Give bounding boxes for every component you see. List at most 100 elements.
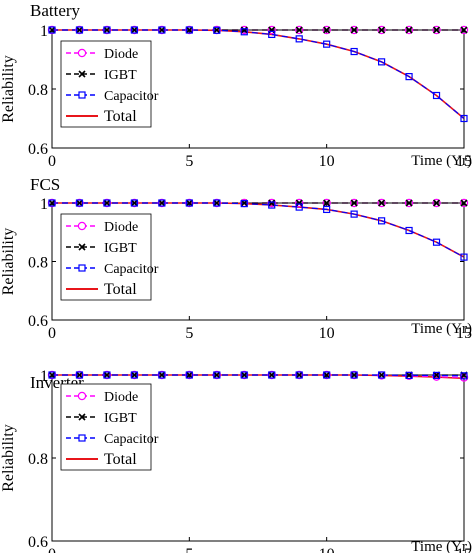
point-diode <box>459 198 469 208</box>
point-igbt <box>130 371 138 379</box>
point-diode <box>432 372 441 381</box>
point-capacitor <box>378 58 386 66</box>
point-igbt <box>240 26 248 34</box>
point-igbt <box>103 371 111 379</box>
point-igbt <box>350 26 358 34</box>
x-axis-label: Time (Yr) <box>411 321 472 337</box>
legend-marker-diode <box>77 48 87 58</box>
x-tick-label: 10 <box>319 153 335 170</box>
panel-fcs: FCS 0 5 10 15 0.6 0.8 1 Time (Yr) Reliability Diod… <box>0 175 472 342</box>
point-igbt <box>158 26 166 34</box>
point-capacitor <box>268 201 276 209</box>
legend-marker-igbt <box>78 243 86 251</box>
point-igbt <box>48 26 56 34</box>
x-tick-label: 15 <box>456 546 472 553</box>
point-igbt <box>268 371 276 379</box>
point-capacitor <box>185 26 193 34</box>
point-diode <box>322 370 331 380</box>
point-igbt <box>158 371 166 379</box>
legend-label-diode: Diode <box>104 390 138 405</box>
point-capacitor <box>213 26 221 34</box>
legend-label-capacitor: Capacitor <box>104 262 159 277</box>
point-igbt <box>213 199 221 207</box>
point-igbt <box>213 371 221 379</box>
legend-marker-capacitor <box>78 264 86 272</box>
x-tick-label: 0 <box>48 153 56 170</box>
point-diode <box>295 198 304 208</box>
legend-label-igbt: IGBT <box>104 411 137 426</box>
x-tick-label: 10 <box>319 325 335 342</box>
x-axis-label: Time (Yr) <box>411 153 472 169</box>
point-capacitor <box>350 371 358 379</box>
point-capacitor <box>240 371 248 379</box>
point-capacitor <box>103 199 111 207</box>
x-tick-label: 5 <box>185 546 193 553</box>
chart-title: Battery <box>30 1 81 20</box>
point-igbt <box>323 26 331 34</box>
point-igbt <box>75 199 84 207</box>
point-capacitor <box>268 30 276 39</box>
point-capacitor <box>432 91 441 100</box>
legend-box <box>60 383 152 471</box>
point-diode <box>432 25 441 35</box>
point-diode <box>295 25 304 35</box>
point-capacitor <box>75 371 84 379</box>
point-igbt <box>48 371 56 379</box>
point-capacitor <box>213 371 221 379</box>
point-capacitor <box>350 210 358 218</box>
point-igbt <box>158 199 166 207</box>
point-igbt <box>350 371 358 379</box>
legend-marker-capacitor <box>78 434 86 442</box>
point-diode <box>267 198 276 208</box>
point-diode <box>459 25 469 35</box>
point-capacitor <box>158 199 166 207</box>
point-capacitor <box>185 371 193 379</box>
x-tick-label: 15 <box>456 325 472 342</box>
point-igbt <box>323 199 331 207</box>
y-tick-label: 1 <box>40 368 48 385</box>
point-capacitor <box>295 35 303 43</box>
y-tick-label: 0.8 <box>28 451 48 468</box>
point-capacitor <box>460 114 468 123</box>
point-capacitor <box>48 199 56 207</box>
legend-marker-igbt <box>78 413 86 421</box>
point-igbt <box>460 199 468 207</box>
panel-battery: Battery 0 5 10 15 0.6 0.8 1 Time (Yr) Reliability… <box>0 1 472 170</box>
point-igbt <box>405 199 413 207</box>
point-capacitor <box>158 371 166 379</box>
point-igbt <box>103 199 111 207</box>
point-igbt <box>405 26 413 34</box>
point-capacitor <box>405 226 413 235</box>
legend-marker-diode <box>77 221 87 231</box>
point-diode <box>377 198 386 208</box>
point-capacitor <box>130 199 138 207</box>
point-igbt <box>48 199 56 207</box>
point-capacitor <box>460 372 468 380</box>
legend-box <box>60 213 152 301</box>
x-tick-label: 0 <box>48 325 56 342</box>
point-igbt <box>295 199 303 207</box>
legend-label-capacitor: Capacitor <box>104 432 159 447</box>
point-capacitor <box>350 47 358 56</box>
point-diode <box>322 25 331 35</box>
point-capacitor <box>48 26 56 34</box>
point-capacitor <box>268 371 276 379</box>
point-diode <box>295 370 304 380</box>
y-axis-label: Reliability <box>0 55 17 123</box>
legend-label-diode: Diode <box>104 220 138 235</box>
legend-marker-igbt <box>78 70 86 78</box>
series-line-capacitor <box>52 374 465 377</box>
point-igbt <box>213 26 221 34</box>
point-igbt <box>323 371 331 379</box>
x-tick-label: 0 <box>48 546 56 553</box>
point-igbt <box>185 26 193 34</box>
point-igbt <box>103 26 111 34</box>
point-capacitor <box>240 28 248 36</box>
point-diode <box>349 25 359 35</box>
point-capacitor <box>130 26 138 34</box>
y-tick-label: 0.8 <box>28 82 48 99</box>
y-axis-label: Reliability <box>0 228 17 296</box>
point-capacitor <box>432 238 441 246</box>
series-line-total <box>52 29 465 120</box>
